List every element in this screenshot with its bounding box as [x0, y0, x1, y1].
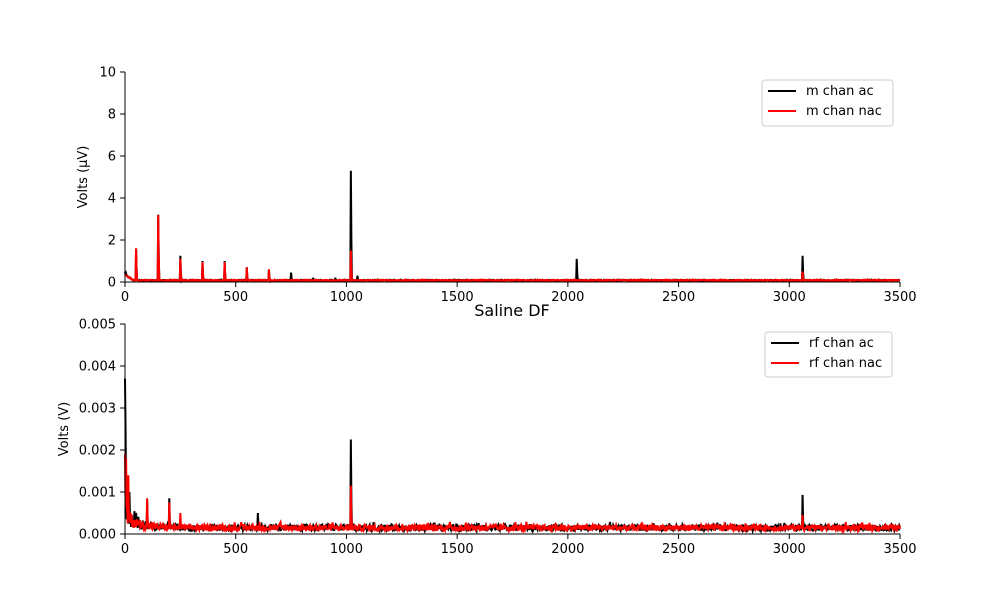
y-tick-label: 0.001 [79, 486, 116, 501]
bottom-y-axis-label: Volts (V) [57, 402, 72, 457]
y-tick-label: 0.003 [79, 402, 116, 417]
x-tick-label: 0 [121, 290, 129, 305]
x-tick-label: 2000 [551, 542, 584, 557]
x-tick-label: 500 [223, 290, 248, 305]
bottom-x-ticks: 0 500 1000 1500 2000 2500 3000 3500 [121, 534, 917, 557]
y-tick-label: 0.004 [79, 360, 116, 375]
top-legend-label-nac: m chan nac [806, 104, 882, 119]
x-tick-label: 3500 [883, 290, 916, 305]
series-line [124, 378, 901, 535]
x-tick-label: 3500 [883, 542, 916, 557]
top-legend-label-ac: m chan ac [806, 84, 874, 99]
x-tick-label: 2000 [551, 290, 584, 305]
y-tick-label: 6 [108, 150, 116, 165]
y-tick-label: 8 [108, 108, 116, 123]
series-line [124, 170, 901, 284]
bottom-series-ac [124, 378, 901, 535]
y-tick-label: 10 [99, 66, 116, 81]
bottom-legend: rf chan ac rf chan nac [764, 331, 893, 378]
top-series-nac [124, 214, 901, 284]
y-tick-label: 4 [108, 192, 116, 207]
y-tick-label: 0.000 [79, 528, 116, 543]
x-tick-label: 3000 [773, 542, 806, 557]
top-y-ticks: 0 2 4 6 8 10 [99, 66, 125, 291]
top-series-ac [124, 170, 901, 284]
x-tick-label: 1500 [441, 290, 474, 305]
series-line [124, 454, 901, 535]
y-tick-label: 0.005 [79, 318, 116, 333]
bottom-series-nac [124, 454, 901, 535]
top-x-ticks: 0 500 1000 1500 2000 2500 3000 3500 [121, 282, 917, 305]
x-tick-label: 0 [121, 542, 129, 557]
bottom-plot: Saline DF 0 500 1000 1500 2000 2500 3000 3500 0… [57, 301, 917, 557]
x-tick-label: 1000 [330, 542, 363, 557]
y-tick-label: 0.002 [79, 444, 116, 459]
series-line [124, 214, 901, 284]
bottom-plot-title: Saline DF [474, 301, 549, 320]
x-tick-label: 3000 [773, 290, 806, 305]
top-y-axis-label: Volts (μV) [76, 146, 91, 209]
y-tick-label: 2 [108, 234, 116, 249]
x-tick-label: 500 [223, 542, 248, 557]
y-tick-label: 0 [108, 276, 116, 291]
x-tick-label: 2500 [662, 542, 695, 557]
bottom-legend-label-ac: rf chan ac [809, 336, 874, 351]
x-tick-label: 1000 [330, 290, 363, 305]
top-plot: 0 500 1000 1500 2000 2500 3000 3500 0 2 4 6 8 10 Vol… [76, 66, 917, 306]
x-tick-label: 1500 [441, 542, 474, 557]
top-legend: m chan ac m chan nac [761, 79, 894, 127]
bottom-y-ticks: 0.000 0.001 0.002 0.003 0.004 0.005 [79, 318, 125, 543]
x-tick-label: 2500 [662, 290, 695, 305]
bottom-legend-label-nac: rf chan nac [809, 356, 882, 371]
